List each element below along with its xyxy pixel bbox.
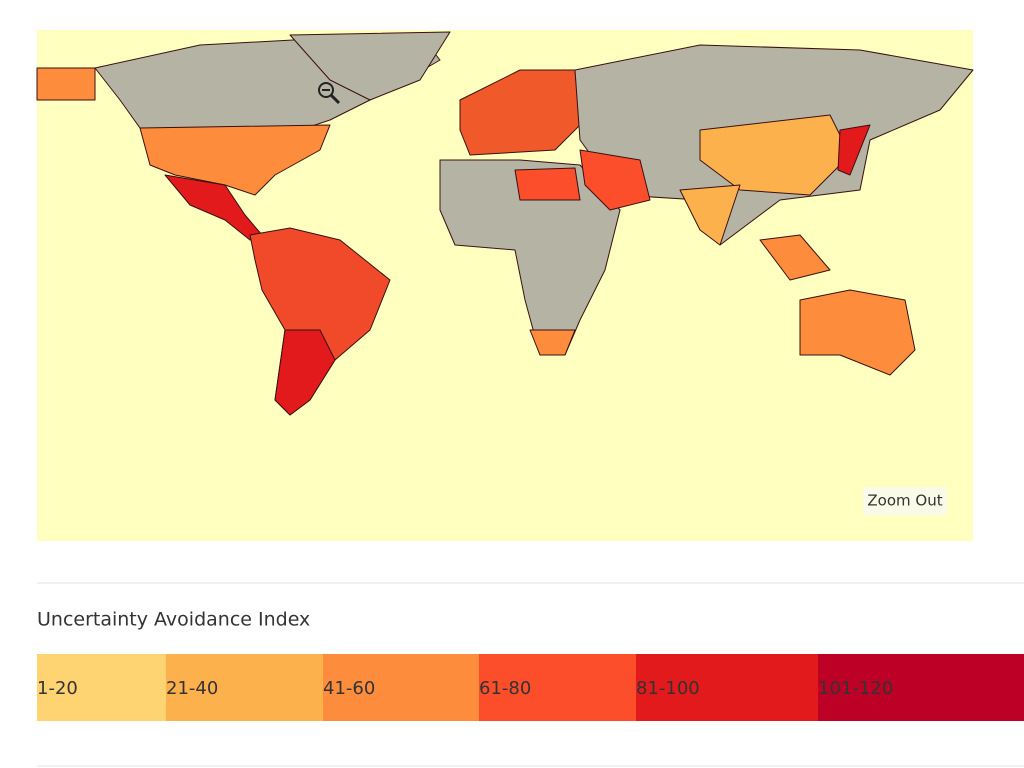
legend-swatch (166, 654, 323, 721)
legend-label: 21-40 (166, 678, 218, 699)
india (679, 184, 741, 246)
map-land (36, 31, 974, 416)
south-africa (529, 329, 576, 356)
legend-swatch (636, 654, 818, 721)
legend-swatch (37, 654, 166, 721)
legend-swatch (479, 654, 636, 721)
legend-label: 101-120 (818, 678, 893, 699)
legend-title: Uncertainty Avoidance Index (37, 609, 310, 631)
alaska (36, 67, 96, 101)
argentina (274, 329, 336, 416)
middle-east (579, 149, 651, 211)
legend: 1-20 21-40 41-60 61-80 81-100 101-120 (37, 654, 1024, 721)
japan (837, 124, 871, 176)
zoom-icon[interactable] (318, 82, 341, 105)
australia (799, 289, 916, 376)
legend-swatch (818, 654, 1024, 721)
zoom-out-label[interactable]: Zoom Out (867, 492, 942, 510)
legend-label: 41-60 (323, 678, 375, 699)
southeast-asia (759, 234, 831, 281)
greenland (289, 31, 451, 101)
legend-swatch (323, 654, 479, 721)
legend-label: 61-80 (479, 678, 531, 699)
zoom-out-button[interactable] (863, 487, 947, 515)
legend-label: 1-20 (37, 678, 78, 699)
china (699, 114, 851, 196)
north-africa (514, 167, 581, 201)
europe (459, 69, 581, 156)
usa (139, 124, 331, 196)
legend-label: 81-100 (636, 678, 700, 699)
